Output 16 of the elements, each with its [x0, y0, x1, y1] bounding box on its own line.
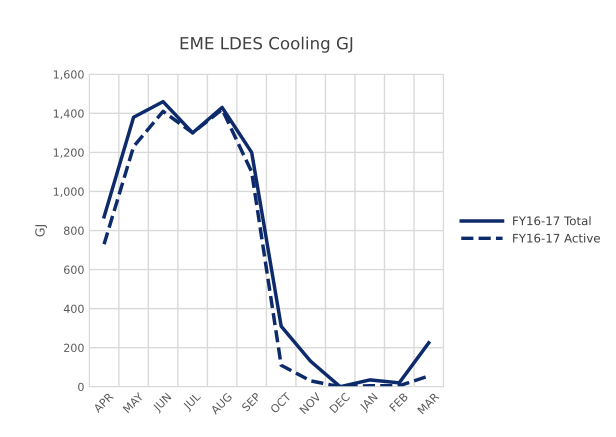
y-tick-label: 600: [64, 266, 84, 274]
x-tick-label: JUL: [182, 392, 203, 412]
chart-title: EME LDES Cooling GJ: [180, 36, 352, 53]
y-tick-label: 400: [64, 304, 84, 314]
y-tick-label: 0: [78, 382, 84, 392]
x-tick-label: SEP: [241, 392, 262, 412]
y-tick-label: 1,600: [54, 70, 84, 80]
y-axis-title: GJ: [35, 225, 47, 237]
y-tick-label: 200: [64, 344, 84, 352]
y-tick-label: 1,200: [54, 148, 84, 158]
legend-label: FY16-17 Total: [513, 216, 591, 226]
legend-label: FY16-17 Active: [513, 233, 600, 243]
x-tick-label: FEB: [389, 392, 408, 412]
y-tick-label: 1,000: [54, 187, 84, 197]
y-tick-label: 800: [64, 226, 84, 235]
y-tick-label: 1,400: [54, 109, 84, 119]
